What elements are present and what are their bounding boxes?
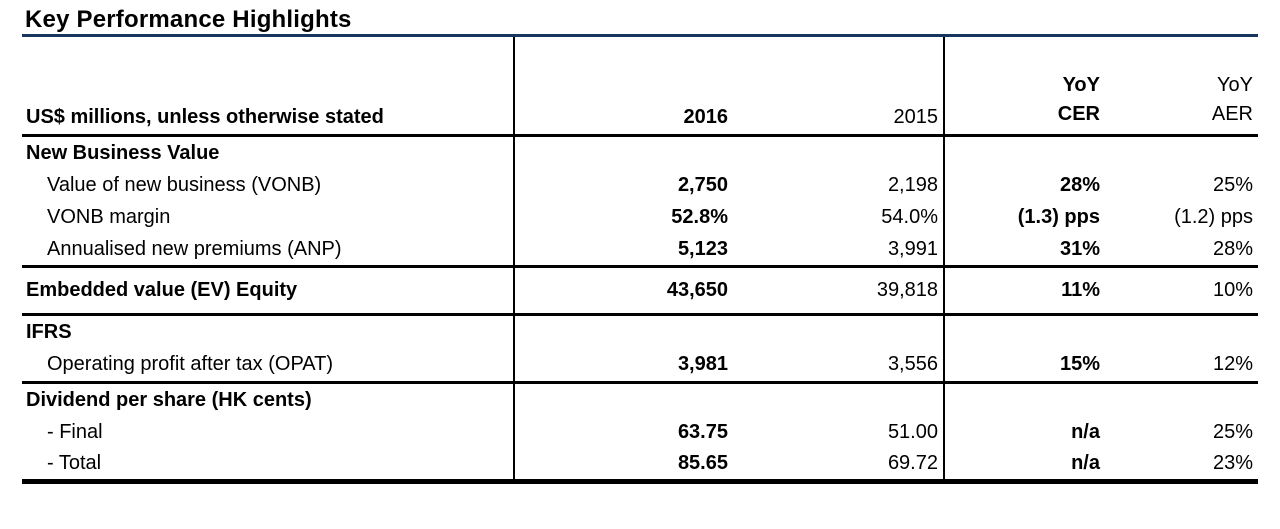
title-underline-rule (22, 34, 1258, 37)
value-yoy-cer: 31% (1059, 237, 1100, 260)
table-row-anp: Annualised new premiums (ANP) 5,123 3,99… (22, 233, 1258, 265)
value-2015: 2,198 (887, 173, 938, 196)
value-yoy-cer: (1.3) pps (1017, 205, 1100, 228)
value-2015: 3,556 (887, 353, 938, 375)
section-dividend: Dividend per share (HK cents) - Final 63… (22, 384, 1258, 484)
value-yoy-aer: 12% (1212, 353, 1253, 375)
page-title: Key Performance Highlights (25, 6, 352, 33)
table-header-row: US$ millions, unless otherwise stated 20… (22, 37, 1258, 137)
value-2016: 52.8% (671, 205, 728, 228)
value-yoy-cer: 28% (1059, 173, 1100, 196)
value-yoy-cer: 11% (1061, 279, 1100, 301)
table-row-opat: Operating profit after tax (OPAT) 3,981 … (22, 348, 1258, 381)
value-2015: 3,991 (887, 237, 938, 260)
value-yoy-aer: (1.2) pps (1174, 205, 1253, 228)
table-row-dividend-total: - Total 85.65 69.72 n/a 23% (22, 448, 1258, 479)
col-header-yoy-cer-line2: CER (1057, 103, 1100, 125)
unit-label: US$ millions, unless otherwise stated (26, 106, 384, 128)
kpi-table: US$ millions, unless otherwise stated 20… (22, 37, 1258, 484)
value-2016: 3,981 (677, 353, 728, 375)
row-label: - Final (47, 420, 103, 443)
value-2015: 69.72 (887, 452, 938, 474)
section-header-row: Dividend per share (HK cents) (22, 384, 1258, 416)
col-header-2015: 2015 (893, 106, 939, 128)
value-2016: 5,123 (677, 237, 728, 260)
col-header-yoy-aer-line2: AER (1211, 103, 1253, 125)
value-2016: 63.75 (677, 420, 728, 443)
value-2016: 2,750 (677, 173, 728, 196)
section-header-row: New Business Value (22, 137, 1258, 169)
value-yoy-cer: n/a (1071, 420, 1100, 443)
value-yoy-aer: 23% (1212, 452, 1253, 474)
row-label: Embedded value (EV) Equity (26, 279, 298, 301)
row-label: Operating profit after tax (OPAT) (47, 353, 334, 375)
row-label: Annualised new premiums (ANP) (47, 237, 342, 260)
section-header-label: IFRS (26, 320, 72, 343)
value-yoy-aer: 28% (1212, 237, 1253, 260)
row-label: VONB margin (47, 205, 171, 228)
value-2016: 85.65 (677, 452, 728, 474)
value-yoy-aer: 25% (1212, 420, 1253, 443)
row-label: Value of new business (VONB) (47, 173, 322, 196)
section-header-label: New Business Value (26, 141, 220, 164)
row-label: - Total (47, 452, 102, 474)
section-header-label: Dividend per share (HK cents) (26, 388, 312, 411)
value-2015: 54.0% (881, 205, 938, 228)
table-row-vonb-margin: VONB margin 52.8% 54.0% (1.3) pps (1.2) … (22, 201, 1258, 233)
table-row-dividend-final: - Final 63.75 51.00 n/a 25% (22, 416, 1258, 448)
table-row-ev-equity: Embedded value (EV) Equity 43,650 39,818… (22, 268, 1258, 313)
col-header-yoy-aer-line1: YoY (1217, 74, 1253, 96)
value-2016: 43,650 (666, 279, 728, 301)
section-embedded-value: Embedded value (EV) Equity 43,650 39,818… (22, 268, 1258, 316)
column-divider-left (513, 37, 515, 484)
value-2015: 39,818 (876, 279, 938, 301)
value-yoy-cer: 15% (1059, 353, 1100, 375)
value-yoy-aer: 10% (1212, 279, 1253, 301)
section-new-business-value: New Business Value Value of new business… (22, 137, 1258, 268)
section-ifrs: IFRS Operating profit after tax (OPAT) 3… (22, 316, 1258, 384)
col-header-2016: 2016 (683, 106, 729, 128)
value-yoy-aer: 25% (1212, 173, 1253, 196)
value-2015: 51.00 (887, 420, 938, 443)
col-header-yoy-cer-line1: YoY (1062, 74, 1100, 96)
col-header-yoy-cer: YoY CER (943, 71, 1108, 134)
col-header-yoy-aer: YoY AER (1108, 71, 1258, 134)
table-row-vonb: Value of new business (VONB) 2,750 2,198… (22, 169, 1258, 201)
column-divider-right (943, 37, 945, 484)
value-yoy-cer: n/a (1071, 452, 1100, 474)
section-header-row: IFRS (22, 316, 1258, 348)
